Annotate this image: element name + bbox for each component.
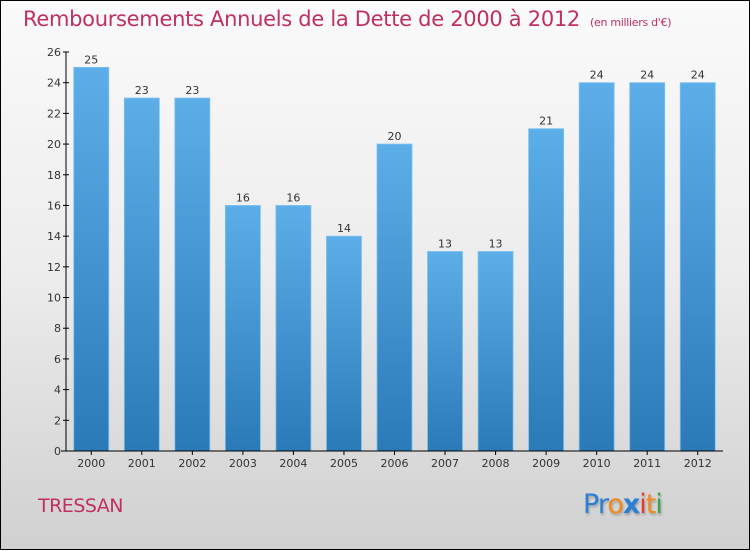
y-tick-label-0: 0 — [54, 445, 61, 458]
y-tick-label-4: 4 — [54, 384, 61, 397]
proxiti-logo[interactable]: Proxiti — [583, 489, 663, 520]
bar-2009 — [528, 128, 565, 452]
logo-letter: r — [597, 489, 608, 520]
bar-2010 — [578, 82, 615, 452]
y-tick-label-20: 20 — [47, 138, 61, 151]
value-label-2004: 16 — [286, 191, 300, 204]
chart-subtitle: (en milliers d'€) — [590, 16, 672, 29]
value-label-2012: 24 — [691, 69, 705, 82]
y-tick-label-6: 6 — [54, 353, 61, 366]
x-tick-label-2006: 2006 — [381, 457, 409, 470]
chart-title: Remboursements Annuels de la Dette de 20… — [23, 7, 671, 31]
y-tick-label-26: 26 — [47, 46, 61, 59]
logo-letter: o — [607, 489, 624, 520]
x-tick-label-2003: 2003 — [229, 457, 257, 470]
x-tick-label-2010: 2010 — [583, 457, 611, 470]
bar-2005 — [326, 235, 362, 452]
value-label-2007: 13 — [438, 238, 452, 251]
x-tick-label-2005: 2005 — [330, 457, 358, 470]
logo-letter: i — [639, 489, 646, 520]
y-tick-label-2: 2 — [54, 414, 61, 427]
bar-2003 — [224, 205, 261, 452]
y-tick-label-8: 8 — [54, 322, 61, 335]
bar-2011 — [629, 82, 666, 452]
logo-letter: i — [655, 489, 662, 520]
value-label-2009: 21 — [539, 115, 553, 128]
x-tick-label-2008: 2008 — [482, 457, 510, 470]
bar-2006 — [376, 143, 413, 452]
bar-2000 — [73, 66, 110, 452]
y-tick-label-12: 12 — [47, 261, 61, 274]
x-tick-label-2007: 2007 — [431, 457, 459, 470]
bar-2001 — [123, 97, 160, 452]
bar-2008 — [477, 251, 514, 452]
value-label-2000: 25 — [84, 53, 98, 66]
value-label-2001: 23 — [135, 84, 149, 97]
title-text: Remboursements Annuels de la Dette de 20… — [23, 7, 580, 31]
logo-letter: P — [583, 489, 599, 520]
x-tick-label-2004: 2004 — [279, 457, 307, 470]
x-tick-label-2011: 2011 — [633, 457, 661, 470]
bar-2012 — [679, 82, 716, 452]
y-tick-label-10: 10 — [47, 292, 61, 305]
logo-letter: x — [622, 489, 640, 520]
value-label-2006: 20 — [388, 130, 402, 143]
x-tick-label-2001: 2001 — [128, 457, 156, 470]
y-tick-label-18: 18 — [47, 169, 61, 182]
x-tick-label-2012: 2012 — [684, 457, 712, 470]
value-label-2010: 24 — [590, 69, 604, 82]
bar-2004 — [275, 205, 312, 452]
value-label-2005: 14 — [337, 222, 351, 235]
y-tick-label-16: 16 — [47, 199, 61, 212]
x-tick-label-2009: 2009 — [532, 457, 560, 470]
value-label-2002: 23 — [185, 84, 199, 97]
bar-2007 — [427, 251, 463, 452]
y-tick-label-24: 24 — [47, 77, 61, 90]
city-name: TRESSAN — [38, 495, 124, 517]
value-label-2003: 16 — [236, 191, 250, 204]
y-tick-label-22: 22 — [47, 107, 61, 120]
value-label-2011: 24 — [640, 69, 654, 82]
x-tick-label-2002: 2002 — [178, 457, 206, 470]
y-tick-label-14: 14 — [47, 230, 61, 243]
value-label-2008: 13 — [489, 238, 503, 251]
x-tick-label-2000: 2000 — [77, 457, 105, 470]
logo-letter: t — [645, 489, 657, 520]
bar-2002 — [174, 97, 211, 452]
